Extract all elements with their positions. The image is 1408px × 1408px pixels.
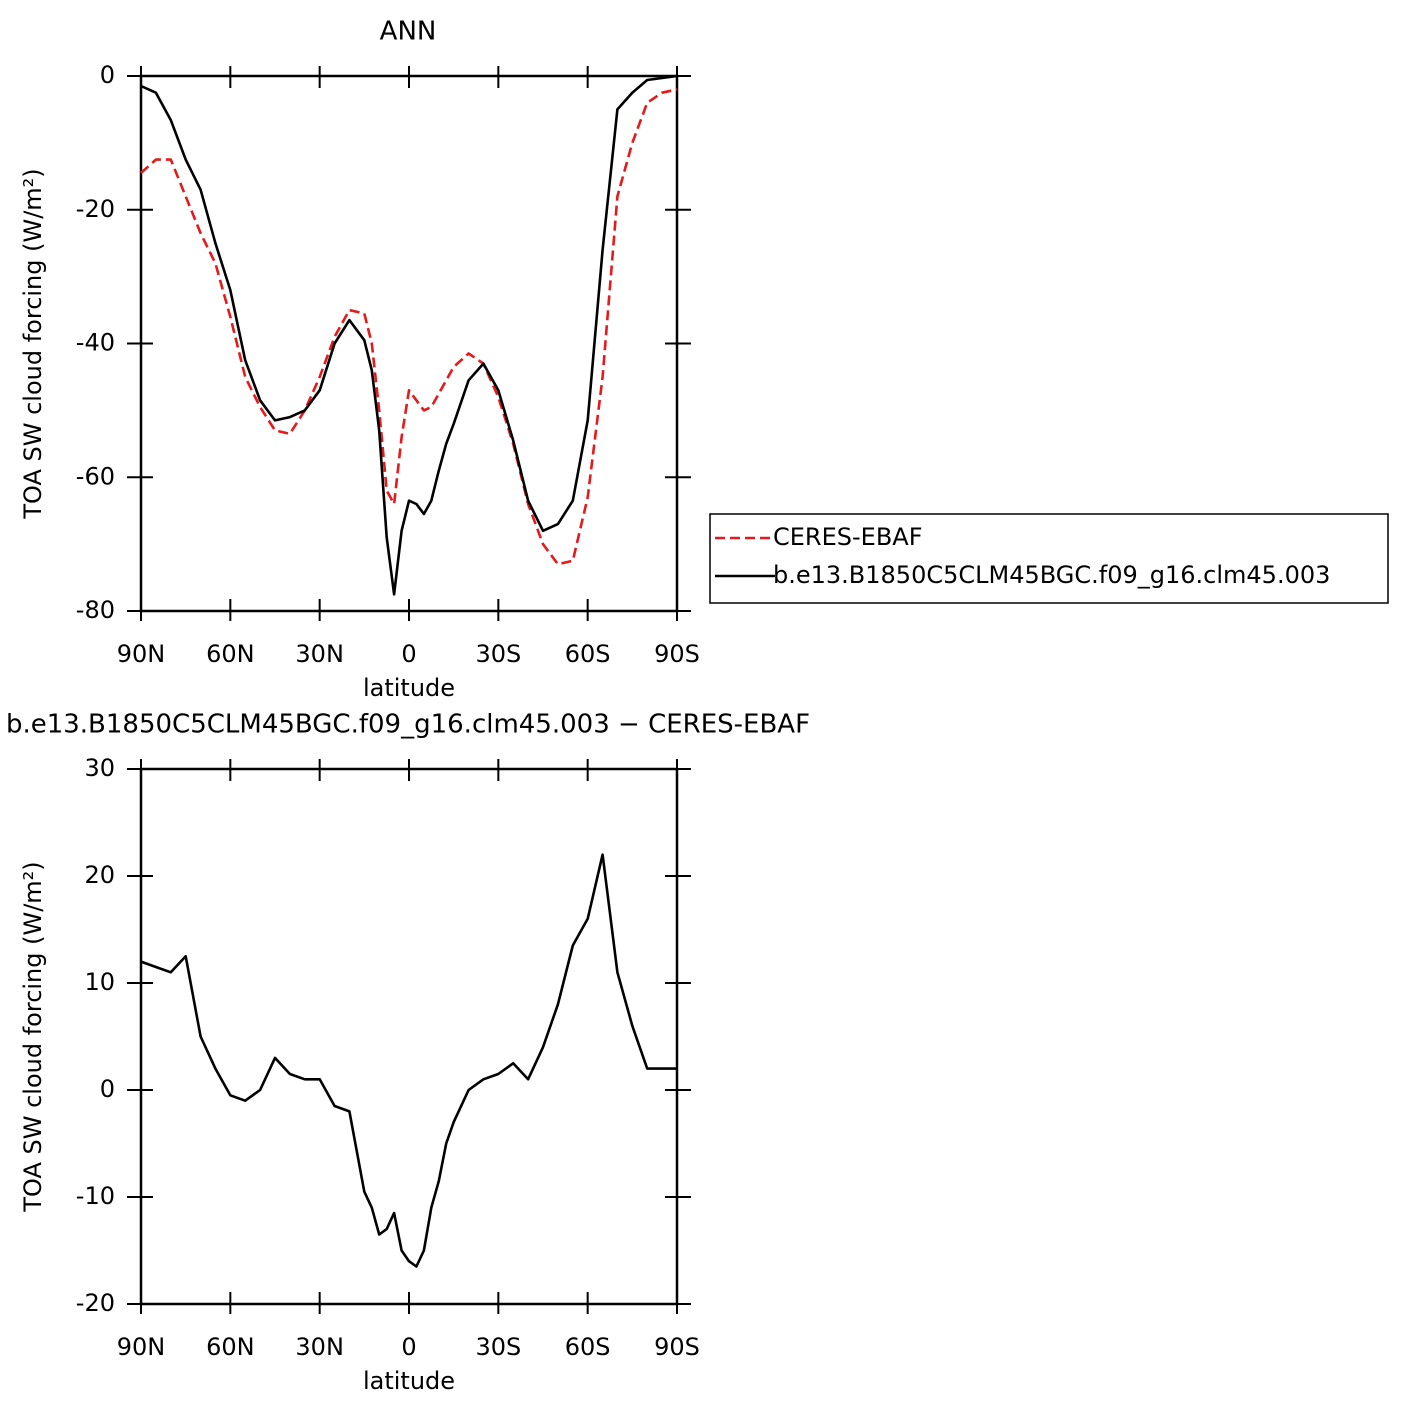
- chart-title: ANN: [380, 17, 437, 47]
- data-line: [140, 88, 678, 566]
- chart-title: b.e13.B1850C5CLM45BGC.f09_g16.clm45.003 …: [6, 710, 810, 740]
- y-tick-label: 30: [84, 754, 115, 782]
- y-tick-label: -40: [76, 329, 115, 357]
- x-tick-label: 60N: [206, 1333, 255, 1361]
- x-tick-label: 30N: [295, 640, 344, 668]
- y-tick-label: 20: [84, 861, 115, 889]
- y-tick-label: -80: [76, 596, 115, 624]
- y-tick-label: 0: [100, 1075, 115, 1103]
- x-tick-label: 60S: [565, 640, 611, 668]
- x-tick-label: 90S: [654, 1333, 700, 1361]
- x-tick-label: 30S: [475, 640, 521, 668]
- legend-label: CERES-EBAF: [773, 523, 923, 551]
- y-axis-label: TOA SW cloud forcing (W/m²): [19, 861, 47, 1212]
- plot-frame: [139, 767, 679, 1306]
- x-tick-label: 90N: [117, 640, 166, 668]
- x-tick-label: 30S: [475, 1333, 521, 1361]
- x-tick-label: 0: [401, 640, 416, 668]
- x-tick-label: 60N: [206, 640, 255, 668]
- plot-frame: [139, 74, 679, 613]
- y-tick-label: 0: [100, 61, 115, 89]
- y-tick-label: -20: [76, 195, 115, 223]
- y-tick-label: 10: [84, 968, 115, 996]
- y-tick-label: -10: [76, 1182, 115, 1210]
- x-tick-label: 90S: [654, 640, 700, 668]
- x-tick-label: 90N: [117, 1333, 166, 1361]
- data-line: [140, 74, 678, 596]
- y-tick-label: -20: [76, 1289, 115, 1317]
- y-axis-label: TOA SW cloud forcing (W/m²): [19, 168, 47, 519]
- data-line: [140, 853, 677, 1268]
- legend-label: b.e13.B1850C5CLM45BGC.f09_g16.clm45.003: [773, 561, 1330, 589]
- x-tick-label: 30N: [295, 1333, 344, 1361]
- x-tick-label: 0: [401, 1333, 416, 1361]
- x-axis-label: latitude: [363, 674, 455, 702]
- legend-box: [709, 513, 1389, 604]
- x-tick-label: 60S: [565, 1333, 611, 1361]
- x-axis-label: latitude: [363, 1367, 455, 1395]
- y-tick-label: -60: [76, 462, 115, 490]
